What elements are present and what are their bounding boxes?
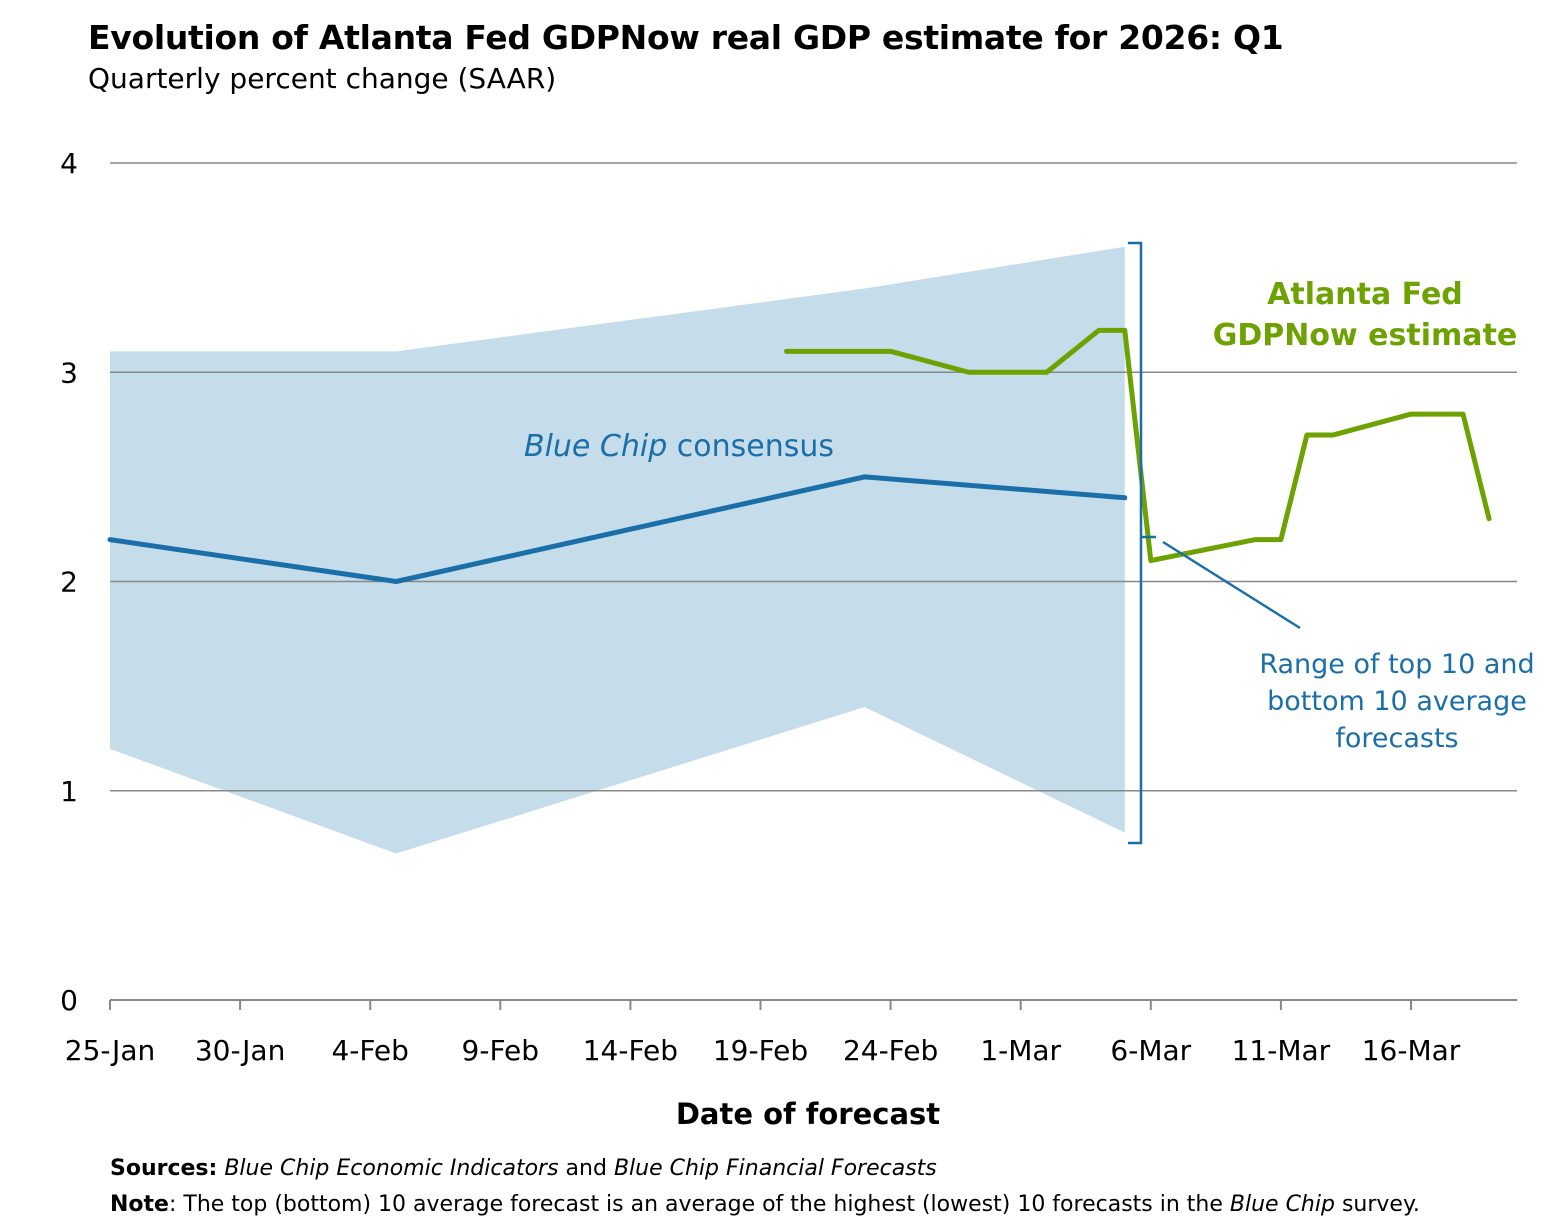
bluechip-label-italic: Blue Chip bbox=[524, 429, 667, 464]
x-tick-label: 25-Jan bbox=[65, 1034, 155, 1067]
x-axis-title: Date of forecast bbox=[676, 1097, 940, 1131]
bluechip-label-rest: consensus bbox=[667, 429, 834, 464]
x-tick-label: 30-Jan bbox=[195, 1034, 285, 1067]
y-tick-label: 3 bbox=[60, 356, 78, 389]
chart-title: Evolution of Atlanta Fed GDPNow real GDP… bbox=[88, 18, 1284, 57]
x-tick-label: 6-Mar bbox=[1110, 1034, 1191, 1067]
sources-title-1: Blue Chip Economic Indicators bbox=[224, 1156, 559, 1181]
note-italic: Blue Chip bbox=[1229, 1192, 1335, 1217]
bluechip-label: Blue Chip consensus bbox=[524, 429, 834, 464]
range-label-line1: Range of top 10 and bbox=[1259, 649, 1534, 680]
x-tick-label: 16-Mar bbox=[1362, 1034, 1461, 1067]
sources-and: and bbox=[558, 1156, 614, 1181]
x-tick-label: 24-Feb bbox=[843, 1034, 938, 1067]
range-leader-line bbox=[1141, 535, 1301, 630]
range-bracket bbox=[1128, 241, 1143, 845]
note-label: Note bbox=[110, 1192, 169, 1217]
y-tick-label: 0 bbox=[60, 984, 78, 1017]
x-tick-label: 19-Feb bbox=[713, 1034, 808, 1067]
bluechip-consensus-line bbox=[107, 474, 1128, 584]
gdpnow-line bbox=[784, 327, 1492, 564]
y-tick-label: 1 bbox=[60, 775, 78, 808]
gdpnow-label-line2: GDPNow estimate bbox=[1213, 318, 1517, 353]
gdpnow-label-line1: Atlanta Fed bbox=[1267, 277, 1463, 312]
range-label-line3: forecasts bbox=[1335, 723, 1458, 754]
note-text-2: survey. bbox=[1334, 1192, 1420, 1217]
sources-title-2: Blue Chip Financial Forecasts bbox=[613, 1156, 937, 1181]
chart-subtitle: Quarterly percent change (SAAR) bbox=[88, 62, 557, 95]
sources-note: Sources: Blue Chip Economic Indicators a… bbox=[110, 1156, 937, 1181]
x-tick-label: 14-Feb bbox=[583, 1034, 678, 1067]
x-tick-label: 9-Feb bbox=[462, 1034, 540, 1067]
note-text-1: : The top (bottom) 10 average forecast i… bbox=[168, 1192, 1230, 1217]
y-tick-label: 4 bbox=[60, 147, 78, 180]
x-tick-label: 1-Mar bbox=[980, 1034, 1061, 1067]
sources-label: Sources: bbox=[110, 1156, 218, 1181]
x-tick-label: 4-Feb bbox=[331, 1034, 409, 1067]
footnote: Note: The top (bottom) 10 average foreca… bbox=[110, 1192, 1420, 1217]
range-label-line2: bottom 10 average bbox=[1267, 686, 1527, 717]
y-tick-label: 2 bbox=[60, 566, 78, 599]
x-tick-label: 11-Mar bbox=[1232, 1034, 1331, 1067]
forecast-range-band bbox=[110, 246, 1125, 854]
